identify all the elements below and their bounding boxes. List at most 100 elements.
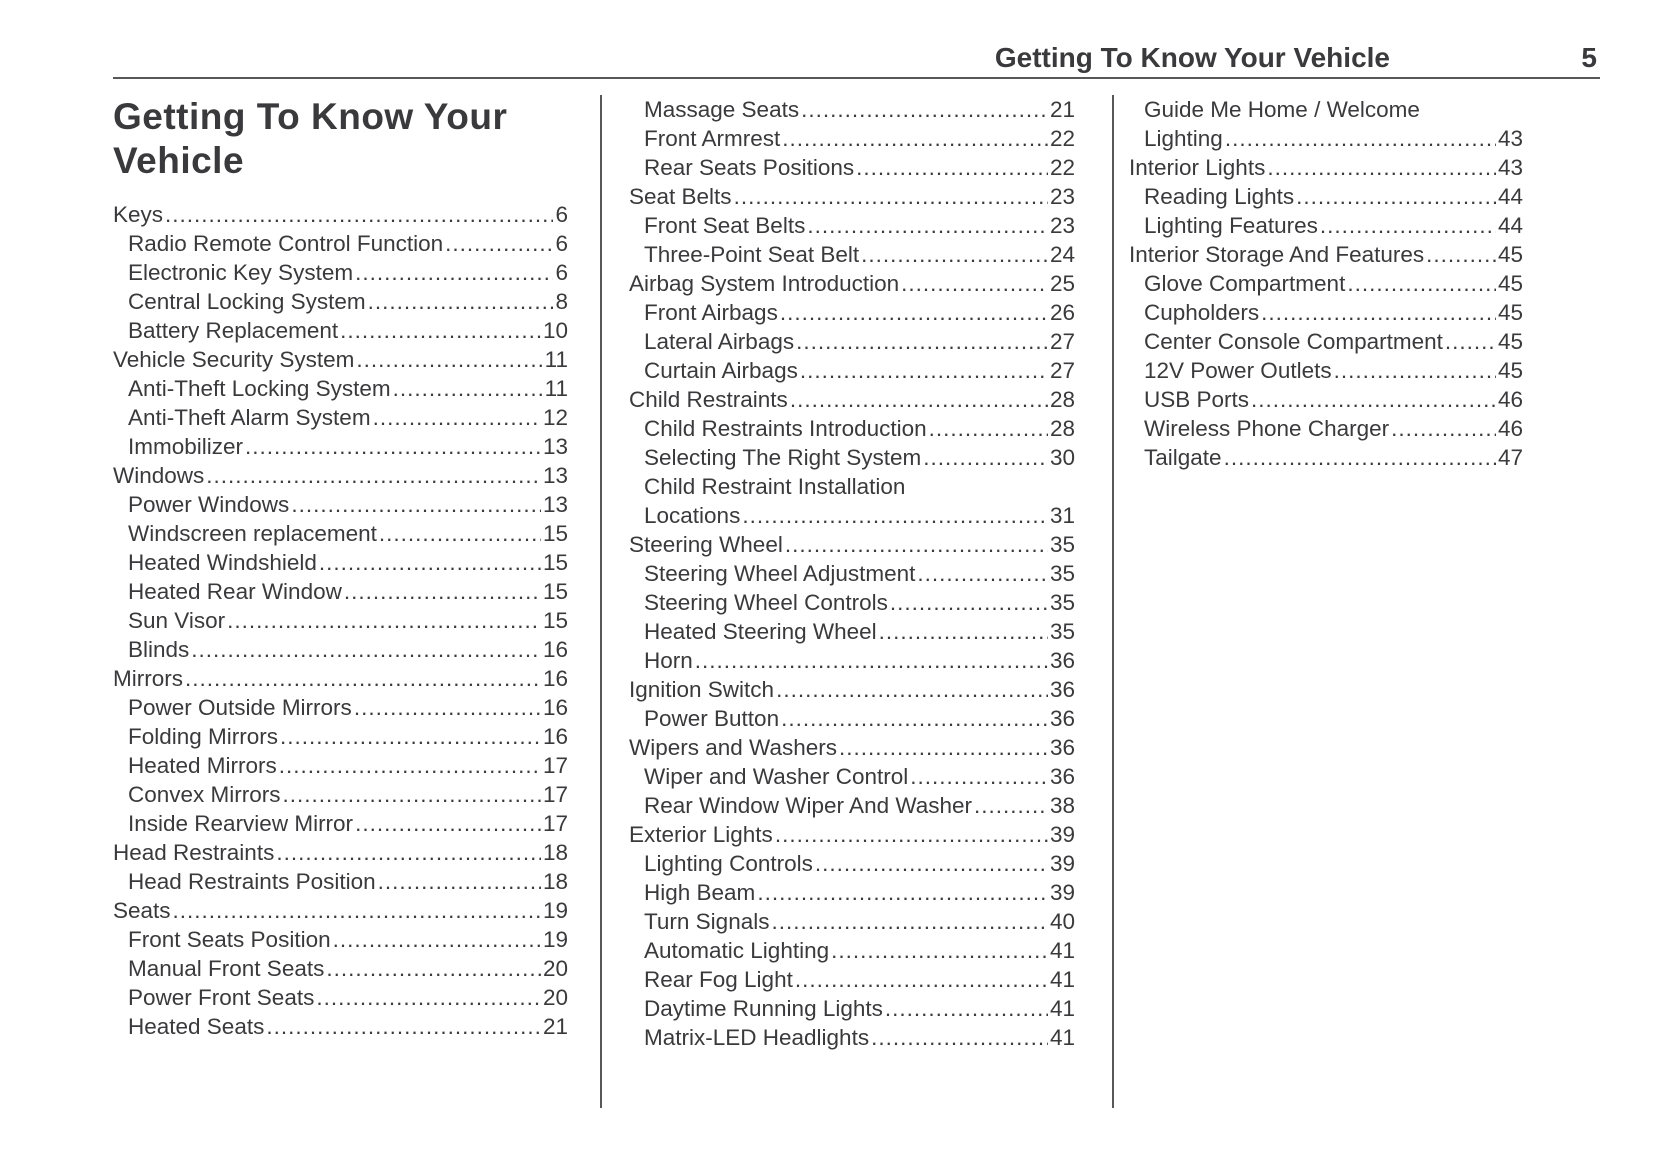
column-divider-2 xyxy=(1112,95,1114,1108)
toc-entry-page: 40 xyxy=(1049,909,1075,934)
toc-leader-dots: ........................................… xyxy=(355,260,554,285)
toc-leader-dots: ........................................… xyxy=(282,782,541,807)
toc-entry: Folding Mirrors.........................… xyxy=(113,722,568,751)
toc-entry: Rear Fog Light..........................… xyxy=(629,965,1075,994)
toc-entry: Seats...................................… xyxy=(113,896,568,925)
toc-leader-dots: ........................................… xyxy=(974,793,1048,818)
toc-leader-dots: ........................................… xyxy=(782,126,1048,151)
toc-entry-page: 45 xyxy=(1497,329,1523,354)
toc-entry: Glove Compartment.......................… xyxy=(1129,269,1523,298)
toc-entry: Manual Front Seats......................… xyxy=(113,954,568,983)
toc-entry-label: Steering Wheel Adjustment xyxy=(644,561,916,586)
toc-leader-dots: ........................................… xyxy=(227,608,541,633)
toc-entry: Vehicle Security System.................… xyxy=(113,345,568,374)
toc-leader-dots: ........................................… xyxy=(807,213,1048,238)
toc-entry-page: 28 xyxy=(1049,387,1075,412)
toc-entry: Head Restraints Position................… xyxy=(113,867,568,896)
toc-entry-page: 27 xyxy=(1049,329,1075,354)
toc-entry-page: 15 xyxy=(542,579,568,604)
toc-leader-dots: ........................................… xyxy=(1426,242,1496,267)
toc-leader-dots: ........................................… xyxy=(838,735,1048,760)
toc-entry-page: 41 xyxy=(1049,967,1075,992)
toc-leader-dots: ........................................… xyxy=(445,231,554,256)
toc-leader-dots: ........................................… xyxy=(280,724,541,749)
toc-entry-label: Heated Steering Wheel xyxy=(644,619,877,644)
toc-entry: Three-Point Seat Belt...................… xyxy=(629,240,1075,269)
toc-entry-page: 11 xyxy=(544,347,568,372)
toc-entry-label: Horn xyxy=(644,648,693,673)
toc-entry-label: Power Front Seats xyxy=(128,985,315,1010)
toc-entry-page: 17 xyxy=(542,753,568,778)
toc-entry-label: Power Outside Mirrors xyxy=(128,695,352,720)
toc-leader-dots: ........................................… xyxy=(784,532,1048,557)
toc-entry-page: 10 xyxy=(542,318,568,343)
toc-entry-page: 45 xyxy=(1497,300,1523,325)
toc-entry-page: 21 xyxy=(1049,97,1075,122)
toc-entry-label: Lighting xyxy=(1144,126,1223,151)
toc-leader-dots: ........................................… xyxy=(165,202,553,227)
toc-entry: Daytime Running Lights..................… xyxy=(629,994,1075,1023)
toc-entry-label: Lighting Controls xyxy=(644,851,813,876)
toc-entry-label: Matrix-LED Headlights xyxy=(644,1025,870,1050)
toc-entry-page: 38 xyxy=(1049,793,1075,818)
toc-leader-dots: ........................................… xyxy=(796,329,1048,354)
toc-entry-label: Lighting Features xyxy=(1144,213,1318,238)
toc-entry-label: Rear Fog Light xyxy=(644,967,793,992)
toc-leader-dots: ........................................… xyxy=(1224,126,1496,151)
toc-entry-page: 13 xyxy=(542,492,568,517)
toc-entry-page: 20 xyxy=(542,985,568,1010)
toc-leader-dots: ........................................… xyxy=(910,764,1048,789)
toc-column-3: Guide Me Home / Welcome Lighting.........… xyxy=(1129,95,1523,472)
toc-entry-label: Steering Wheel xyxy=(629,532,783,557)
toc-entry-label: Mirrors xyxy=(113,666,183,691)
toc-entry: Wiper and Washer Control................… xyxy=(629,762,1075,791)
toc-entry-label: Rear Window Wiper And Washer xyxy=(644,793,973,818)
toc-leader-dots: ........................................… xyxy=(884,996,1048,1021)
toc-entry-label: High Beam xyxy=(644,880,756,905)
toc-entry-label: Electronic Key System xyxy=(128,260,354,285)
toc-leader-dots: ........................................… xyxy=(1296,184,1496,209)
toc-entry-page: 18 xyxy=(542,840,568,865)
toc-entry: Radio Remote Control Function...........… xyxy=(113,229,568,258)
toc-entry-label: Inside Rearview Mirror xyxy=(128,811,354,836)
toc-entry-label: Windows xyxy=(113,463,205,488)
toc-entry-label: Heated Seats xyxy=(128,1014,265,1039)
toc-entry-page: 23 xyxy=(1049,213,1075,238)
toc-entry-page: 28 xyxy=(1049,416,1075,441)
toc-entry-page: 26 xyxy=(1049,300,1075,325)
toc-entry-label: Ignition Switch xyxy=(629,677,775,702)
toc-leader-dots: ........................................… xyxy=(1319,213,1496,238)
toc-leader-dots: ........................................… xyxy=(245,434,541,459)
toc-leader-dots: ........................................… xyxy=(742,503,1048,528)
toc-entry: Exterior Lights.........................… xyxy=(629,820,1075,849)
toc-entry-page: 21 xyxy=(542,1014,568,1039)
toc-entry: Matrix-LED Headlights...................… xyxy=(629,1023,1075,1052)
toc-entry-page: 18 xyxy=(542,869,568,894)
toc-leader-dots: ........................................… xyxy=(353,695,541,720)
toc-entry-page: 6 xyxy=(555,260,568,285)
toc-leader-dots: ........................................… xyxy=(392,376,543,401)
toc-entry-page: 35 xyxy=(1049,532,1075,557)
toc-entry-page: 36 xyxy=(1049,677,1075,702)
toc-entry-label: Automatic Lighting xyxy=(644,938,830,963)
toc-leader-dots: ........................................… xyxy=(1347,271,1496,296)
toc-entry-page: 8 xyxy=(555,289,568,314)
toc-leader-dots: ........................................… xyxy=(799,358,1048,383)
toc-entry: Selecting The Right System..............… xyxy=(629,443,1075,472)
toc-entry-page: 17 xyxy=(542,811,568,836)
toc-entry-label: Exterior Lights xyxy=(629,822,773,847)
toc-entry-label: Daytime Running Lights xyxy=(644,996,883,1021)
toc-entry-label: Immobilizer xyxy=(128,434,244,459)
toc-entry: Locations...............................… xyxy=(629,501,1075,530)
toc-entry-label: Keys xyxy=(113,202,164,227)
toc-entry-label: Curtain Airbags xyxy=(644,358,798,383)
toc-leader-dots: ........................................… xyxy=(332,927,541,952)
toc-leader-dots: ........................................… xyxy=(923,445,1048,470)
toc-entry: Guide Me Home / Welcome xyxy=(1129,95,1523,124)
toc-entry: Head Restraints.........................… xyxy=(113,838,568,867)
toc-entry-label: Heated Rear Window xyxy=(128,579,342,604)
toc-leader-dots: ........................................… xyxy=(928,416,1048,441)
toc-entry-page: 41 xyxy=(1049,1025,1075,1050)
toc-leader-dots: ........................................… xyxy=(878,619,1048,644)
toc-entry-page: 46 xyxy=(1497,387,1523,412)
